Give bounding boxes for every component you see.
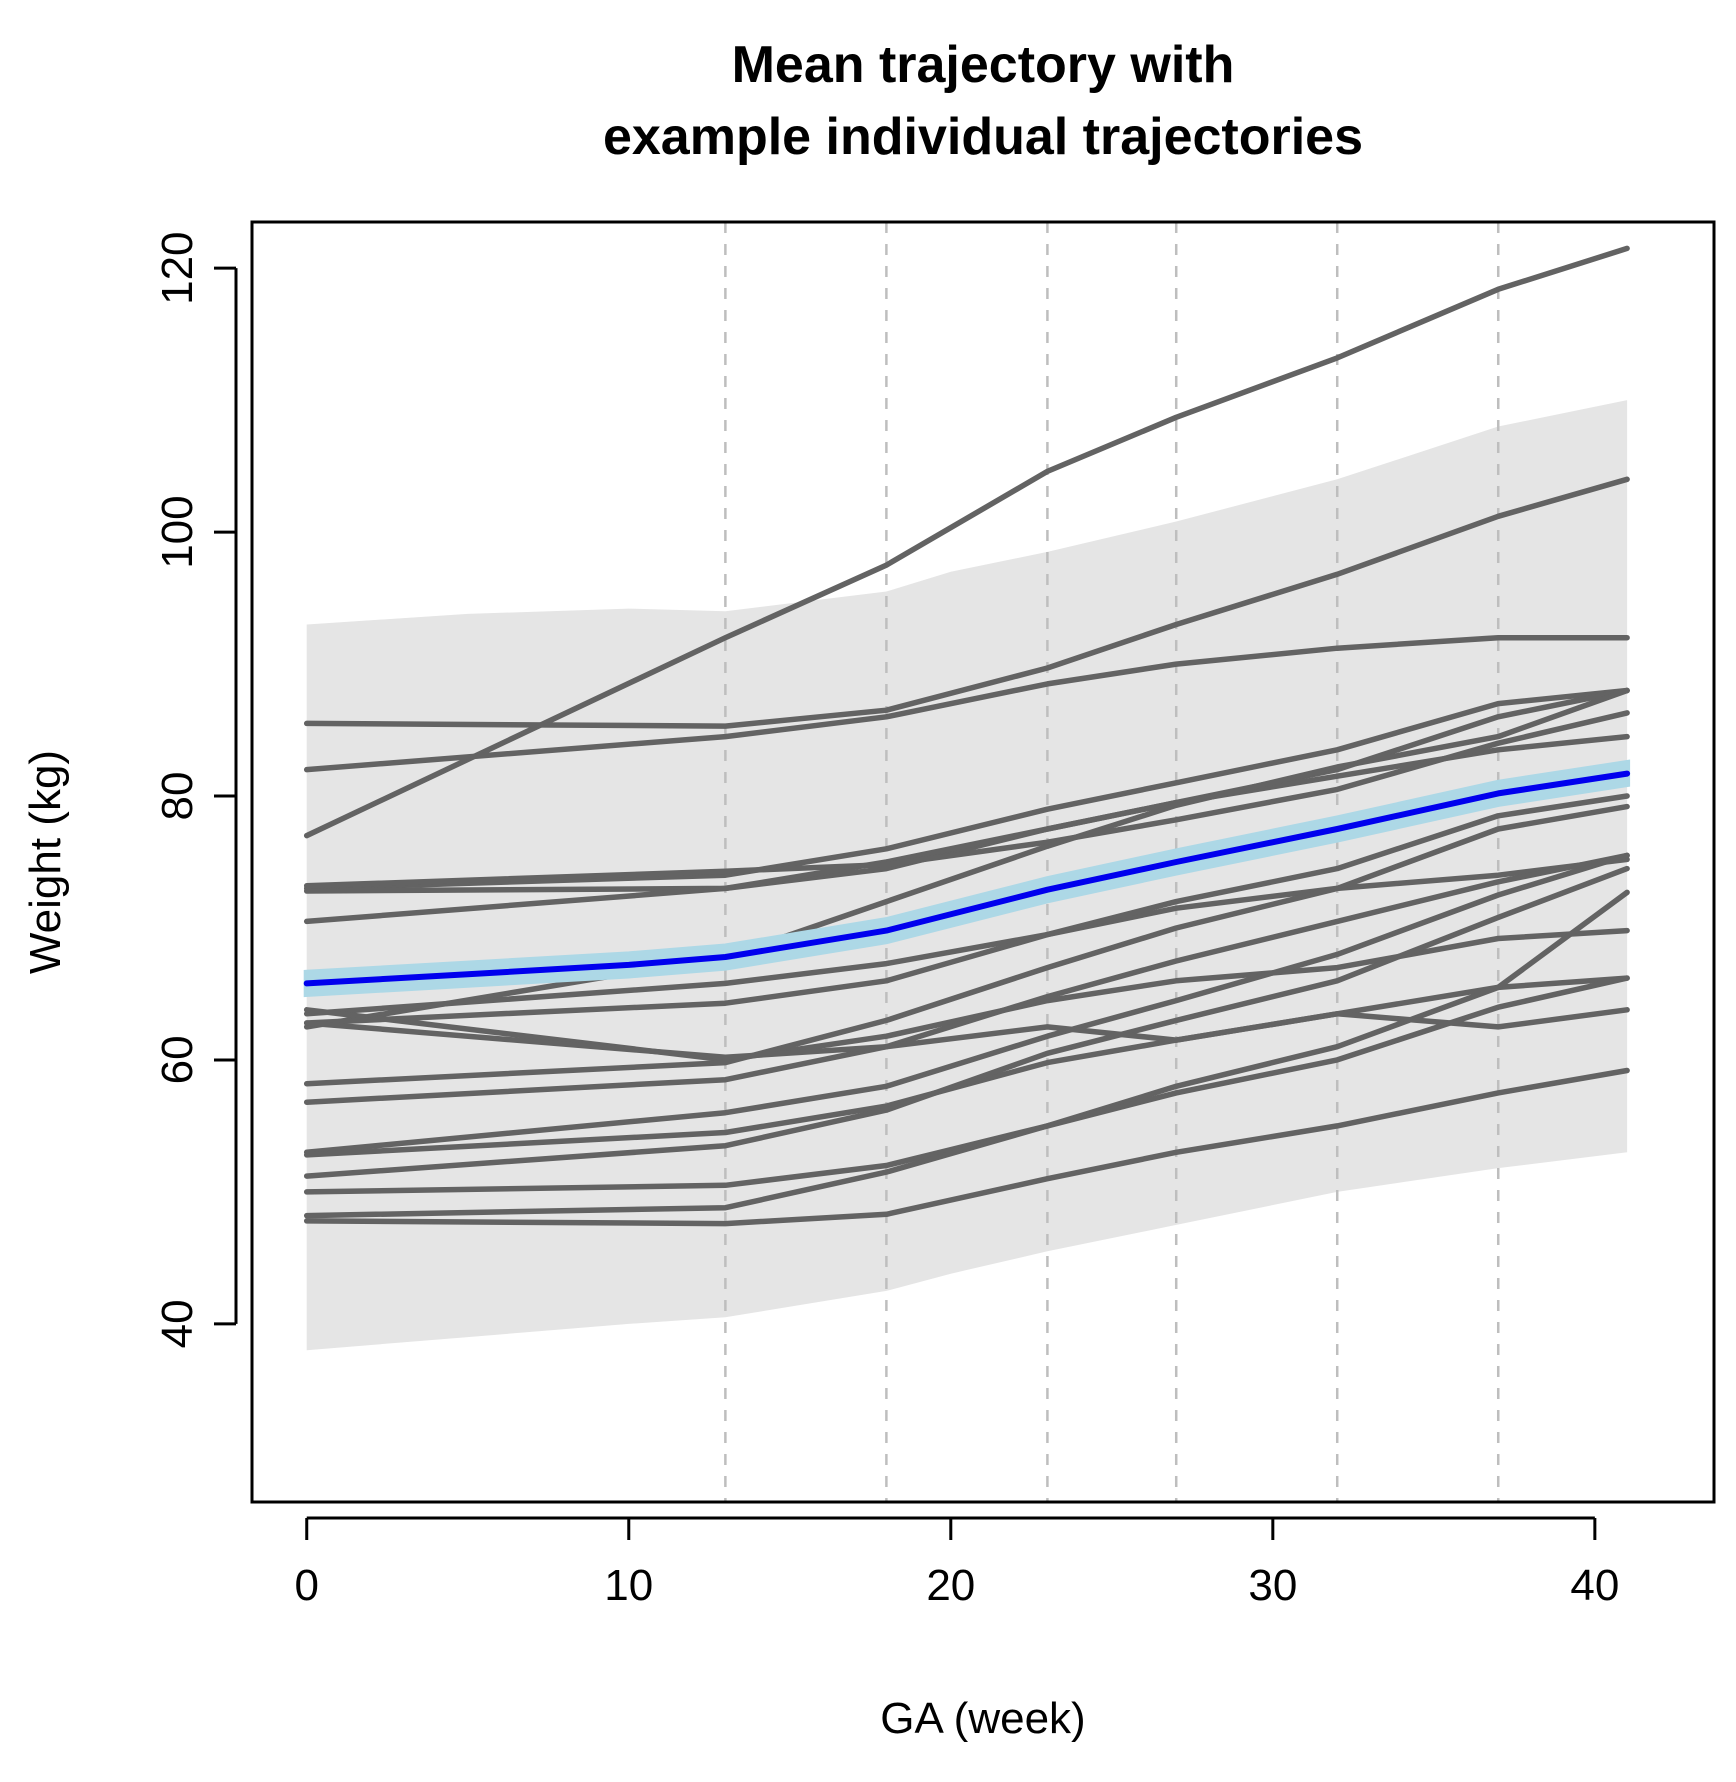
y-tick-label: 120 — [153, 231, 202, 304]
individual-trajectory-3 — [303, 476, 1630, 729]
x-axis: 0 10 20 30 40 — [295, 1516, 1619, 1610]
x-tick-label: 10 — [604, 1561, 653, 1610]
individual-trajectories — [303, 245, 1630, 1227]
x-tick-label: 20 — [926, 1561, 975, 1610]
y-tick-label: 100 — [153, 495, 202, 568]
individual-trajectory-2 — [303, 634, 1630, 773]
x-tick-label: 40 — [1570, 1561, 1619, 1610]
individual-trajectory-20 — [303, 1007, 1630, 1061]
plot-frame — [250, 220, 1716, 1504]
individual-trajectory-6 — [303, 733, 1630, 925]
x-tick-label: 0 — [295, 1561, 319, 1610]
y-axis: 40 60 80 100 120 — [153, 231, 238, 1348]
x-axis-label: GA (week) — [880, 1694, 1085, 1743]
mean-trajectory-layer — [303, 759, 1631, 998]
x-tick-label: 30 — [1248, 1561, 1297, 1610]
chart-title-line-1: Mean trajectory with — [732, 36, 1235, 94]
individual-trajectory-16 — [303, 865, 1630, 1179]
y-tick-label: 60 — [153, 1035, 202, 1084]
mean-confidence-band — [303, 759, 1631, 998]
individual-trajectory-19 — [303, 1067, 1630, 1227]
y-tick-label: 80 — [153, 772, 202, 821]
individual-trajectory-1 — [303, 245, 1630, 839]
individual-trajectory-15 — [303, 975, 1630, 1158]
individual-trajectory-14 — [303, 852, 1630, 1156]
individual-trajectory-13 — [303, 852, 1630, 1105]
y-axis-label: Weight (kg) — [21, 750, 70, 974]
mean-trajectory — [303, 770, 1631, 987]
individual-trajectory-9 — [303, 856, 1630, 1017]
individual-trajectory-17 — [303, 889, 1630, 1195]
individual-trajectory-7 — [303, 710, 1630, 889]
y-tick-label: 40 — [153, 1299, 202, 1348]
individual-trajectory-18 — [303, 975, 1630, 1219]
individual-trajectory-11 — [303, 793, 1630, 1026]
chart-title-line-2: example individual trajectories — [603, 108, 1363, 166]
chart-title: Mean trajectory with example individual t… — [603, 36, 1363, 166]
